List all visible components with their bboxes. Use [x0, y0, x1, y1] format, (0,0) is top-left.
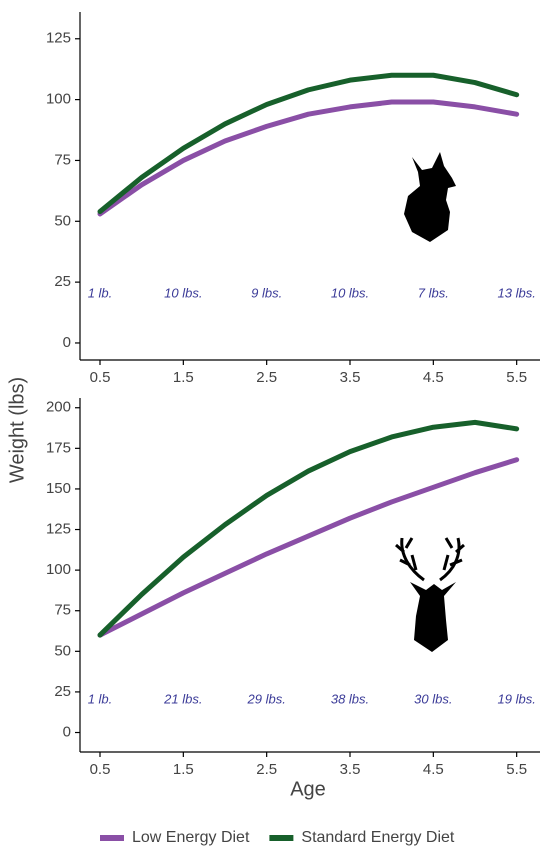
y-tick-label: 100 — [46, 561, 71, 578]
y-tick-label: 175 — [46, 439, 71, 456]
annotation: 1 lb. — [88, 691, 113, 706]
y-tick-label: 75 — [54, 602, 71, 619]
y-tick-label: 75 — [54, 151, 71, 168]
data-line — [97, 99, 520, 217]
x-tick-label: 4.5 — [423, 369, 444, 386]
annotation: 30 lbs. — [414, 691, 452, 706]
y-axis-label: Weight (lbs) — [6, 377, 28, 483]
legend-label: Standard Energy Diet — [301, 829, 455, 846]
y-tick-label: 50 — [54, 212, 71, 229]
y-tick-label: 100 — [46, 91, 71, 108]
x-tick-label: 5.5 — [506, 369, 527, 386]
annotation: 19 lbs. — [498, 691, 536, 706]
data-line — [97, 72, 520, 215]
y-tick-label: 50 — [54, 642, 71, 659]
annotation: 29 lbs. — [247, 691, 286, 706]
x-tick-label: 0.5 — [90, 761, 111, 778]
x-tick-label: 4.5 — [423, 761, 444, 778]
y-tick-label: 150 — [46, 480, 71, 497]
y-tick-label: 25 — [54, 683, 71, 700]
doe-silhouette — [404, 152, 456, 242]
x-tick-label: 2.5 — [256, 369, 277, 386]
y-tick-label: 0 — [63, 334, 71, 351]
x-tick-label: 1.5 — [173, 761, 194, 778]
data-line — [97, 419, 520, 638]
y-tick-label: 125 — [46, 30, 71, 47]
annotation: 10 lbs. — [331, 286, 369, 301]
annotation: 21 lbs. — [163, 691, 202, 706]
annotation: 1 lb. — [88, 286, 113, 301]
legend-label: Low Energy Diet — [132, 829, 250, 846]
buck-silhouette — [395, 537, 465, 582]
y-tick-label: 25 — [54, 273, 71, 290]
buck-head — [410, 582, 456, 652]
annotation: 7 lbs. — [418, 286, 449, 301]
annotation: 38 lbs. — [331, 691, 369, 706]
y-tick-label: 125 — [46, 521, 71, 538]
x-tick-label: 0.5 — [90, 369, 111, 386]
x-tick-label: 5.5 — [506, 761, 527, 778]
x-tick-label: 2.5 — [256, 761, 277, 778]
x-tick-label: 1.5 — [173, 369, 194, 386]
x-tick-label: 3.5 — [340, 369, 361, 386]
annotation: 13 lbs. — [498, 286, 536, 301]
annotation: 9 lbs. — [251, 286, 282, 301]
y-tick-label: 200 — [46, 399, 71, 416]
annotation: 10 lbs. — [164, 286, 202, 301]
data-line — [97, 457, 520, 638]
x-axis-label: Age — [290, 778, 326, 800]
x-tick-label: 3.5 — [340, 761, 361, 778]
y-tick-label: 0 — [63, 723, 71, 740]
